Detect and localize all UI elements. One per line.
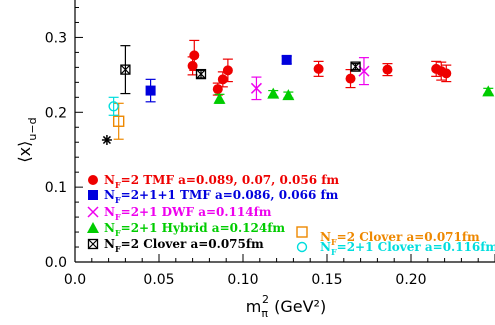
legend: NF=2 TMF a=0.089, 0.07, 0.056 fmNF=2+1+1…	[87, 173, 495, 257]
marker-circle	[441, 68, 452, 79]
data-point	[382, 63, 393, 77]
data-point	[250, 76, 262, 101]
marker-triangle	[482, 85, 495, 97]
y-tick-label: 0.2	[45, 105, 67, 121]
legend-entry: NF=2 Clover a=0.075fm	[87, 237, 264, 254]
y-axis-label: ⟨x⟩u−d	[15, 117, 39, 162]
legend-entry: NF=2+1 DWF a=0.114fm	[87, 205, 272, 222]
marker-box-cross	[88, 239, 98, 249]
data-point	[101, 134, 112, 145]
marker-cross	[250, 82, 262, 94]
data-point	[212, 82, 223, 96]
marker-star	[102, 135, 111, 145]
marker-circle	[187, 60, 198, 71]
marker-triangle	[282, 89, 295, 101]
marker-circle	[217, 74, 228, 85]
x-tick-label: 0.05	[143, 272, 174, 288]
marker-cross	[358, 65, 370, 77]
data-point	[112, 102, 125, 140]
y-tick-label: 0.3	[45, 30, 67, 46]
series-3	[213, 85, 495, 104]
series-0	[187, 39, 452, 96]
legend-entry: NF=2+1 Hybrid a=0.124fm	[87, 221, 285, 238]
legend-label: NF=2+1 Hybrid a=0.124fm	[104, 221, 285, 238]
data-marks	[101, 39, 495, 145]
data-point	[282, 89, 295, 101]
series-6	[108, 96, 119, 116]
x-tick-label: 0.0	[64, 272, 86, 288]
series-5	[112, 102, 125, 140]
x-tick-label: 0.10	[227, 272, 258, 288]
data-point	[120, 45, 131, 95]
marker-circle	[382, 64, 393, 75]
data-point	[189, 39, 200, 71]
legend-label: NF=2+1 Clover a=0.116fm	[320, 240, 495, 257]
marker-square	[145, 85, 156, 96]
data-point	[267, 87, 280, 99]
legend-entry: NF=2+1 Clover a=0.116fm	[296, 240, 495, 257]
series-4	[120, 45, 361, 95]
data-point	[345, 69, 356, 89]
legend-label: NF=2 Clover a=0.075fm	[104, 237, 264, 254]
legend-entry: NF=2 Clover a=0.071fm	[296, 226, 480, 247]
legend-entry: NF=2+1+1 TMF a=0.086, 0.066 fm	[88, 188, 339, 205]
legend-label: NF=2 Clover a=0.071fm	[320, 230, 480, 247]
data-point	[482, 85, 495, 97]
x-tick-label: 0.15	[311, 272, 342, 288]
marker-triangle	[213, 92, 226, 104]
marker-circle	[88, 175, 98, 185]
x-tick-label: 0.20	[395, 272, 426, 288]
data-point	[195, 68, 207, 80]
data-point	[213, 92, 226, 104]
marker-square	[281, 54, 292, 65]
data-point	[281, 54, 292, 65]
series-1	[145, 54, 292, 103]
marker-circle	[345, 73, 356, 84]
marker-open-circle	[108, 101, 119, 112]
data-point	[441, 64, 452, 83]
data-point	[108, 96, 119, 116]
marker-open-square	[112, 115, 125, 127]
data-point	[222, 58, 233, 83]
legend-label: NF=2 TMF a=0.089, 0.07, 0.056 fm	[104, 173, 339, 190]
marker-circle	[189, 50, 200, 61]
marker-open-square	[296, 226, 308, 238]
marker-box	[195, 68, 207, 80]
series-7	[101, 134, 112, 145]
marker-box-cross	[351, 62, 360, 72]
marker-triangle	[267, 87, 280, 99]
marker-square	[88, 190, 98, 200]
marker-box	[350, 61, 361, 72]
data-point	[145, 78, 156, 103]
data-point	[313, 60, 324, 77]
x-axis-label: mπ2 (GeV²)	[246, 293, 326, 320]
marker-box	[120, 64, 131, 75]
marker-box	[87, 238, 99, 250]
data-point	[350, 61, 361, 72]
y-tick-label: 0.1	[45, 180, 67, 196]
legend-label: NF=2+1 DWF a=0.114fm	[104, 205, 272, 222]
y-tick-label: 0.0	[45, 255, 67, 271]
legend-entry: NF=2 TMF a=0.089, 0.07, 0.056 fm	[88, 173, 339, 190]
marker-open-circle	[296, 241, 308, 253]
marker-box-cross	[120, 65, 130, 75]
marker-circle	[212, 84, 223, 95]
marker-circle	[222, 65, 233, 76]
plot-axes: 0.0 0.05 0.10 0.15 0.20 0.0 0.1 0.2 0.3 mπ2 (GeV²…	[15, 0, 495, 320]
marker-box-cross	[196, 69, 206, 79]
marker-triangle	[87, 222, 99, 233]
legend-label: NF=2+1+1 TMF a=0.086, 0.066 fm	[104, 188, 339, 205]
marker-circle	[313, 63, 324, 74]
marker-cross	[87, 206, 99, 218]
